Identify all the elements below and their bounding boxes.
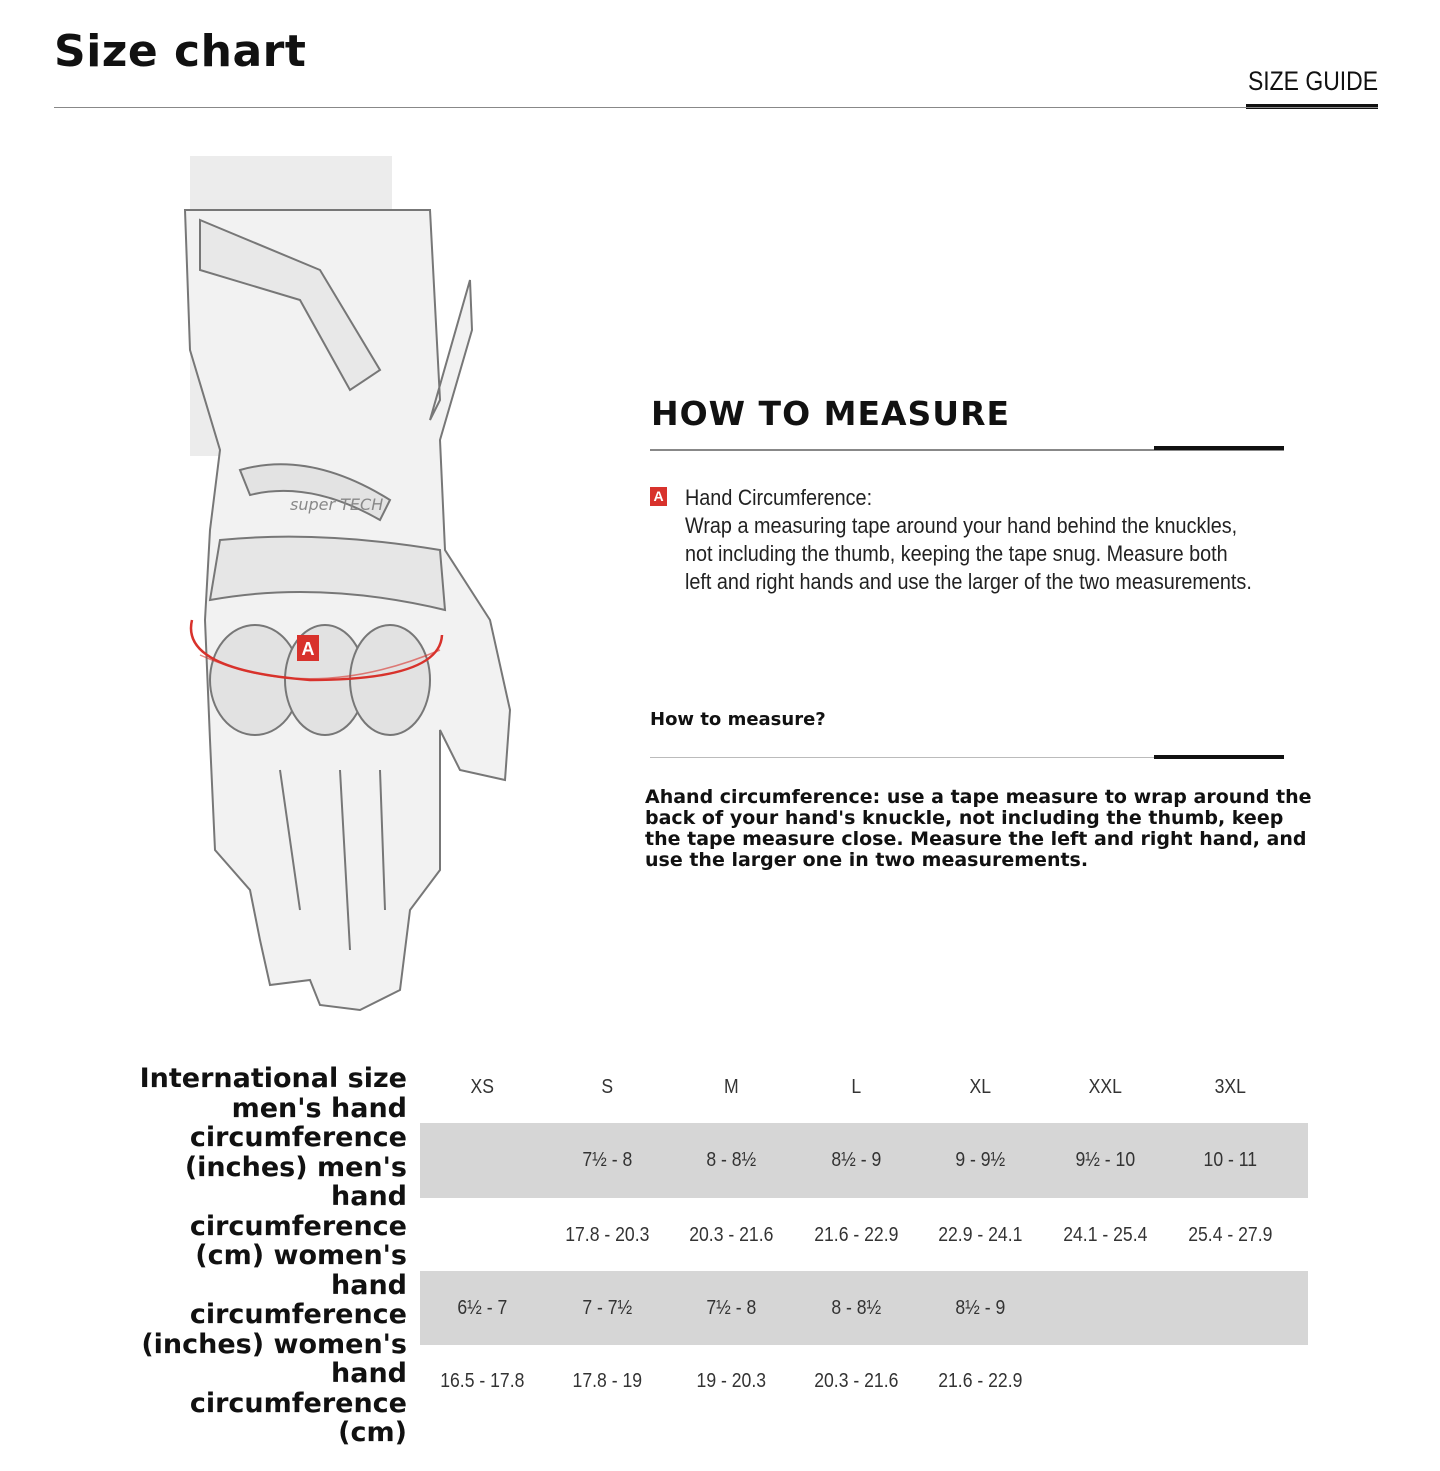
size-header-cell: M bbox=[724, 1075, 739, 1098]
table-cell: 16.5 - 17.8 bbox=[440, 1369, 525, 1392]
table-cell: 25.4 - 27.9 bbox=[1187, 1223, 1272, 1246]
heading-divider bbox=[650, 449, 1284, 451]
table-cell: 7½ - 8 bbox=[581, 1149, 632, 1171]
table-cell: 8½ - 9 bbox=[831, 1149, 882, 1171]
size-header-cell: S bbox=[601, 1075, 613, 1098]
heading-divider-accent bbox=[1154, 446, 1284, 450]
row-labels: International size men's hand circumfere… bbox=[130, 1064, 407, 1448]
table-cell: 9½ - 10 bbox=[1075, 1149, 1136, 1171]
table-row: 16.5 - 17.8 17.8 - 19 19 - 20.3 20.3 - 21.6… bbox=[420, 1350, 1308, 1412]
table-cell: 20.3 - 21.6 bbox=[814, 1369, 899, 1392]
translation-question: How to measure? bbox=[650, 709, 826, 730]
table-cell: 8 - 8½ bbox=[831, 1296, 882, 1319]
translation-divider bbox=[650, 757, 1284, 758]
table-cell: 24.1 - 25.4 bbox=[1063, 1223, 1148, 1246]
table-cell: 22.9 - 24.1 bbox=[938, 1223, 1023, 1246]
table-cell: 21.6 - 22.9 bbox=[938, 1369, 1023, 1392]
row-label: International size bbox=[139, 1063, 407, 1094]
instruction-line: left and right hands and use the larger … bbox=[685, 569, 1252, 594]
instruction-line: Wrap a measuring tape around your hand b… bbox=[685, 513, 1238, 538]
table-cell: 17.8 - 20.3 bbox=[564, 1223, 649, 1246]
table-cell: 8½ - 9 bbox=[955, 1296, 1006, 1319]
table-row: 6½ - 7 7 - 7½ 7½ - 8 8 - 8½ 8½ - 9 bbox=[420, 1271, 1308, 1345]
translation-text: Ahand circumference: use a tape measure … bbox=[645, 786, 1312, 871]
size-guide-label: SIZE GUIDE bbox=[1247, 66, 1378, 96]
size-header-cell: XL bbox=[969, 1075, 992, 1098]
row-label: women's hand circumference (cm) bbox=[189, 1328, 407, 1448]
translation-divider-accent bbox=[1154, 755, 1284, 759]
table-cell: 8 - 8½ bbox=[706, 1149, 757, 1171]
size-header-cell: XS bbox=[470, 1075, 495, 1098]
table-cell: 6½ - 7 bbox=[457, 1296, 508, 1319]
table-cell: 9 - 9½ bbox=[955, 1149, 1006, 1171]
page-title: Size chart bbox=[54, 26, 307, 77]
row-label: men's hand circumference (inches) bbox=[184, 1092, 407, 1183]
measure-marker: A bbox=[302, 639, 315, 659]
size-header-cell: XXL bbox=[1088, 1075, 1122, 1098]
size-header-row: XS S M L XL XXL 3XL bbox=[420, 1060, 1308, 1114]
row-label: women's hand circumference (inches) bbox=[141, 1240, 407, 1360]
table-cell: 7½ - 8 bbox=[706, 1296, 757, 1319]
glove-logo: super TECH bbox=[290, 495, 383, 514]
table-cell: 17.8 - 19 bbox=[572, 1369, 642, 1392]
table-row: 17.8 - 20.3 20.3 - 21.6 21.6 - 22.9 22.9 - … bbox=[420, 1205, 1308, 1265]
marker-badge: A bbox=[650, 487, 667, 506]
table-cell: 7 - 7½ bbox=[581, 1296, 632, 1319]
instruction-line: not including the thumb, keeping the tap… bbox=[685, 541, 1228, 566]
size-guide-underline bbox=[1246, 104, 1378, 109]
table-cell: 21.6 - 22.9 bbox=[814, 1223, 899, 1246]
size-header-cell: L bbox=[851, 1075, 861, 1098]
hand-circumference-instructions: Hand Circumference: Wrap a measuring tap… bbox=[685, 484, 1252, 596]
size-header-cell: 3XL bbox=[1214, 1075, 1246, 1098]
header-divider bbox=[54, 107, 1378, 108]
how-to-measure-heading: HOW TO MEASURE bbox=[651, 394, 1011, 433]
row-label: men's hand circumference (cm) bbox=[189, 1151, 407, 1271]
item-title: Hand Circumference: bbox=[685, 485, 873, 510]
table-cell: 20.3 - 21.6 bbox=[689, 1223, 774, 1246]
table-row: 7½ - 8 8 - 8½ 8½ - 9 9 - 9½ 9½ - 10 10 - 11 bbox=[420, 1123, 1308, 1198]
table-cell: 10 - 11 bbox=[1203, 1149, 1257, 1171]
glove-illustration: super TECH A bbox=[183, 156, 512, 1012]
table-cell: 19 - 20.3 bbox=[696, 1369, 767, 1392]
